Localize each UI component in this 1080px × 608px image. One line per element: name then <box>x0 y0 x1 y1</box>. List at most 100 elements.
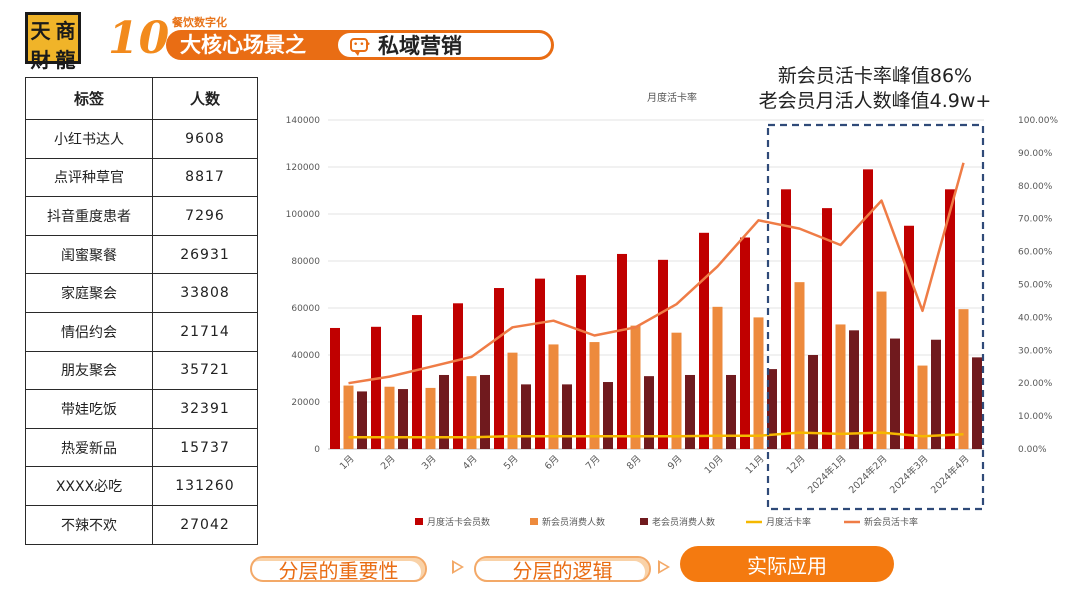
bar <box>562 384 572 449</box>
bar <box>712 306 723 449</box>
legend-label: 新会员活卡率 <box>864 516 918 528</box>
tag-count-cell: 8817 <box>152 157 258 198</box>
series-line <box>348 431 964 439</box>
x-tick-label: 7月 <box>584 453 603 472</box>
tag-count-cell: 21714 <box>152 311 258 352</box>
table-row: 带娃吃饭 32391 <box>25 389 258 429</box>
header-banner: 大核心场景之 ••• 私域营销 <box>166 30 554 60</box>
table-row: 热爱新品 15737 <box>25 427 258 468</box>
callout-line-2: 老会员月活人数峰值4.9w+ <box>758 90 992 112</box>
header-title: 大核心场景之 <box>180 33 306 57</box>
x-tick-label: 10月 <box>703 453 726 476</box>
chat-bubble-icon <box>350 38 368 56</box>
left-tick-label: 120000 <box>286 163 321 173</box>
bar <box>507 352 518 449</box>
x-tick-label: 1月 <box>338 453 357 472</box>
table-row: 点评种草官 8817 <box>25 157 258 198</box>
series-line <box>348 162 965 385</box>
tag-label-cell: 不辣不欢 <box>25 504 153 545</box>
right-tick-label: 60.00% <box>1018 248 1053 258</box>
x-tick-label: 2024年4月 <box>928 453 971 496</box>
x-tick-label: 12月 <box>785 453 808 476</box>
x-tick-label: 2024年1月 <box>805 453 848 496</box>
header-number: 10 <box>108 13 170 64</box>
nav-logic-button[interactable]: 分层的逻辑 <box>474 556 651 583</box>
x-tick-label: 9月 <box>666 453 685 472</box>
chat-dots-icon: ••• <box>353 40 372 50</box>
table-row: 不辣不欢 27042 <box>25 504 258 545</box>
bar <box>945 189 955 449</box>
logo-char: 財 <box>30 48 51 72</box>
bar <box>644 376 654 449</box>
right-tick-label: 0.00% <box>1018 445 1047 455</box>
monthly-active-card-chart: 月度活卡率 0 20000 40000 60000 80000 100000 120000 1… <box>286 91 1059 528</box>
line-series <box>348 162 965 439</box>
bar <box>453 303 463 449</box>
legend-label: 老会员消费人数 <box>652 516 715 528</box>
x-tick-label: 3月 <box>420 453 439 472</box>
bar <box>425 387 436 449</box>
bar <box>876 291 887 449</box>
logo-char: 天 <box>30 19 51 43</box>
bar <box>330 327 340 449</box>
tag-label-cell: 带娃吃饭 <box>25 389 153 429</box>
bar <box>931 339 941 449</box>
table-header-row: 标签 人数 <box>25 77 258 120</box>
left-tick-label: 100000 <box>286 210 321 220</box>
chart-legend: 月度活卡会员数 新会员消费人数 老会员消费人数 月度活卡率 新会员活卡率 <box>415 516 918 528</box>
logo-char: 商 <box>55 19 76 43</box>
logo-char: 龍 <box>55 48 76 72</box>
bar <box>343 385 354 449</box>
left-axis: 0 20000 40000 60000 80000 100000 120000 140000 <box>286 116 321 455</box>
bar <box>494 288 504 449</box>
bar <box>753 317 764 449</box>
nav-importance-button[interactable]: 分层的重要性 <box>250 556 427 583</box>
right-tick-label: 10.00% <box>1018 412 1053 422</box>
bar <box>890 338 900 449</box>
tag-count-cell: 35721 <box>152 350 258 391</box>
column-header-count: 人数 <box>152 77 258 120</box>
bar <box>617 253 627 449</box>
chart-title: 月度活卡率 <box>647 91 697 104</box>
legend-swatch <box>415 518 423 525</box>
bar <box>822 208 832 449</box>
nav-application-button[interactable]: 实际应用 <box>680 546 894 582</box>
bar <box>371 326 381 449</box>
legend-label: 月度活卡会员数 <box>427 516 490 528</box>
bar <box>958 309 969 449</box>
bar <box>904 225 914 449</box>
table-row: XXXX必吃 131260 <box>25 466 258 506</box>
legend-label: 新会员消费人数 <box>542 516 605 528</box>
right-tick-label: 70.00% <box>1018 215 1053 225</box>
bar-series <box>330 169 982 449</box>
table-row: 家庭聚会 33808 <box>25 273 258 313</box>
column-header-tag: 标签 <box>25 77 153 120</box>
bar <box>740 237 750 449</box>
tag-label-cell: 小红书达人 <box>25 119 153 159</box>
table-row: 情侣约会 21714 <box>25 311 258 352</box>
tag-count-cell: 33808 <box>152 273 258 313</box>
bar <box>808 355 818 449</box>
legend-swatch <box>530 518 538 525</box>
bar <box>767 369 777 449</box>
tag-count-cell: 7296 <box>152 196 258 236</box>
peak-callout: 新会员活卡率峰值86% 老会员月活人数峰值4.9w+ <box>730 64 1020 114</box>
bar <box>794 282 805 449</box>
right-tick-label: 20.00% <box>1018 379 1053 389</box>
table-row: 闺蜜聚餐 26931 <box>25 234 258 275</box>
tag-label-cell: 热爱新品 <box>25 427 153 468</box>
bar <box>603 382 613 449</box>
right-tick-label: 80.00% <box>1018 182 1053 192</box>
bar <box>863 169 873 449</box>
legend-swatch <box>640 518 648 525</box>
tag-count-cell: 131260 <box>152 466 258 506</box>
brand-logo: 天 商 財 龍 <box>25 12 81 72</box>
bar <box>726 374 736 449</box>
bar <box>576 275 586 449</box>
right-tick-label: 30.00% <box>1018 346 1053 356</box>
bar <box>480 374 490 449</box>
x-tick-label: 6月 <box>543 453 562 472</box>
left-tick-label: 40000 <box>291 351 320 361</box>
tag-label-cell: 点评种草官 <box>25 157 153 198</box>
bar <box>630 325 641 449</box>
